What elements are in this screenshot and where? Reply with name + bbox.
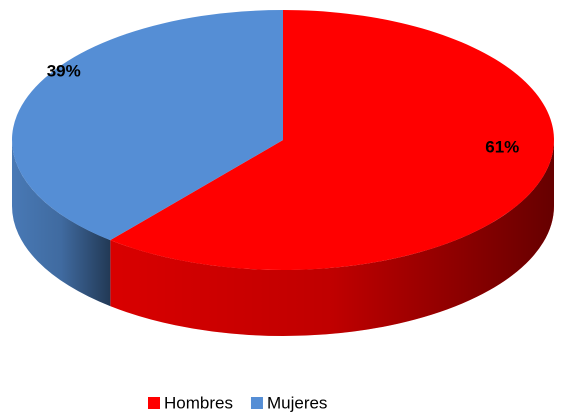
- slice-side-shade: [11, 140, 111, 307]
- legend-label: Mujeres: [267, 393, 327, 412]
- slice: [11, 9, 284, 241]
- legend-label: Hombres: [164, 393, 233, 412]
- legend-swatch: [250, 397, 263, 409]
- slice-side-shade: [110, 140, 554, 337]
- legend-swatch: [148, 397, 160, 409]
- data-label: 61%: [485, 137, 519, 156]
- data-label: 39%: [47, 62, 81, 81]
- slice: [110, 10, 554, 270]
